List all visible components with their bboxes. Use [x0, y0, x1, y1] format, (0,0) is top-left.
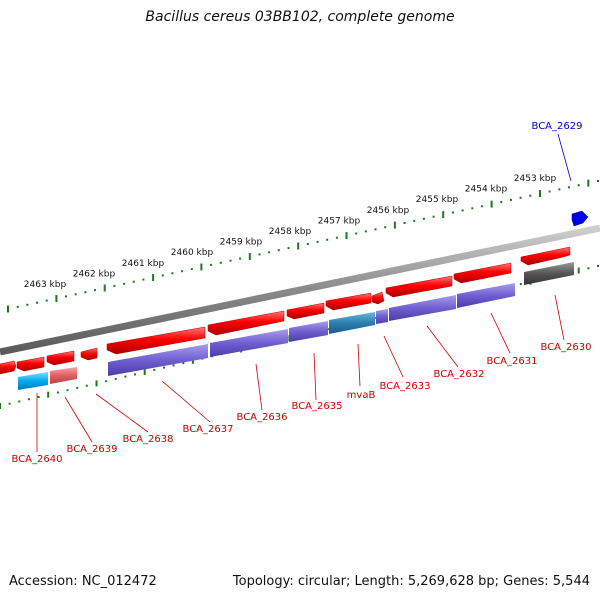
- kbp-tick-label: 2459 kbp: [220, 238, 263, 248]
- gene-bar-purple[interactable]: [389, 295, 456, 321]
- gene-bar-pink[interactable]: [50, 367, 77, 384]
- label-leaders: [36, 294, 565, 452]
- cds-arrow[interactable]: [371, 291, 385, 305]
- gene-bar-teal[interactable]: [329, 312, 375, 334]
- gene-bar-cyan[interactable]: [18, 372, 48, 390]
- gene-label[interactable]: BCA_2633: [380, 381, 431, 392]
- gene-bar-grey[interactable]: [524, 262, 574, 285]
- kbp-tick-label: 2458 kbp: [269, 227, 312, 237]
- gene-bar-purple[interactable]: [376, 309, 388, 324]
- accession-text: Accession: NC_012472: [9, 574, 157, 589]
- kbp-tick-label: 2453 kbp: [514, 174, 557, 184]
- gene-label[interactable]: BCA_2639: [67, 444, 118, 455]
- cds-arrow[interactable]: [0, 360, 17, 375]
- gene-label[interactable]: BCA_2635: [292, 401, 343, 412]
- kbp-tick-labels: 2453 kbp 2454 kbp 2455 kbp 2456 kbp 2457 kbp…: [24, 174, 557, 290]
- cds-arrow[interactable]: [286, 302, 325, 320]
- gene-label[interactable]: BCA_2638: [123, 434, 174, 445]
- cds-arrow[interactable]: [453, 262, 512, 284]
- cds-arrow[interactable]: [80, 347, 98, 361]
- gene-bar-purple[interactable]: [457, 283, 515, 308]
- kbp-tick-label: 2456 kbp: [367, 206, 410, 216]
- gene-label[interactable]: BCA_2637: [183, 424, 234, 435]
- gene-label[interactable]: BCA_2640: [12, 454, 63, 465]
- cds-arrow[interactable]: [207, 310, 285, 336]
- cds-arrow[interactable]: [46, 350, 75, 366]
- genome-summary: Topology: circular; Length: 5,269,628 bp…: [232, 574, 590, 589]
- genome-backbone: [0, 224, 600, 356]
- cds-arrow[interactable]: [106, 326, 206, 355]
- kbp-tick-label: 2460 kbp: [171, 248, 214, 258]
- gene-labels: BCA_2629 BCA_2630 BCA_2631 BCA_2632 BCA_…: [12, 121, 592, 465]
- kbp-tick-label: 2463 kbp: [24, 280, 67, 290]
- gene-bar-purple[interactable]: [210, 329, 288, 357]
- cds-arrow[interactable]: [520, 246, 571, 266]
- gene-track: [18, 262, 574, 390]
- cds-arrow[interactable]: [385, 275, 453, 298]
- kbp-tick-label: 2462 kbp: [73, 269, 116, 279]
- figure-title: Bacillus cereus 03BB102, complete genome: [145, 9, 455, 25]
- gene-label[interactable]: BCA_2631: [487, 356, 538, 367]
- gene-label[interactable]: mvaB: [347, 390, 376, 401]
- cds-track: [0, 246, 571, 375]
- gene-arrow-blue[interactable]: [571, 210, 589, 227]
- kbp-ruler: [7, 179, 599, 313]
- gene-bar-purple[interactable]: [289, 321, 328, 342]
- kbp-tick-label: 2461 kbp: [122, 259, 165, 269]
- gene-label[interactable]: BCA_2636: [237, 412, 288, 423]
- cds-arrow[interactable]: [325, 292, 372, 311]
- cds-arrow[interactable]: [16, 356, 45, 372]
- kbp-tick-label: 2455 kbp: [416, 195, 459, 205]
- gene-label[interactable]: BCA_2630: [541, 342, 592, 353]
- gene-label[interactable]: BCA_2629: [532, 121, 583, 132]
- kbp-tick-label: 2457 kbp: [318, 216, 361, 226]
- label-leader-blue: [557, 133, 572, 182]
- gene-bar-purple[interactable]: [108, 344, 208, 376]
- kbp-tick-label: 2454 kbp: [465, 185, 508, 195]
- gene-label[interactable]: BCA_2632: [434, 369, 485, 380]
